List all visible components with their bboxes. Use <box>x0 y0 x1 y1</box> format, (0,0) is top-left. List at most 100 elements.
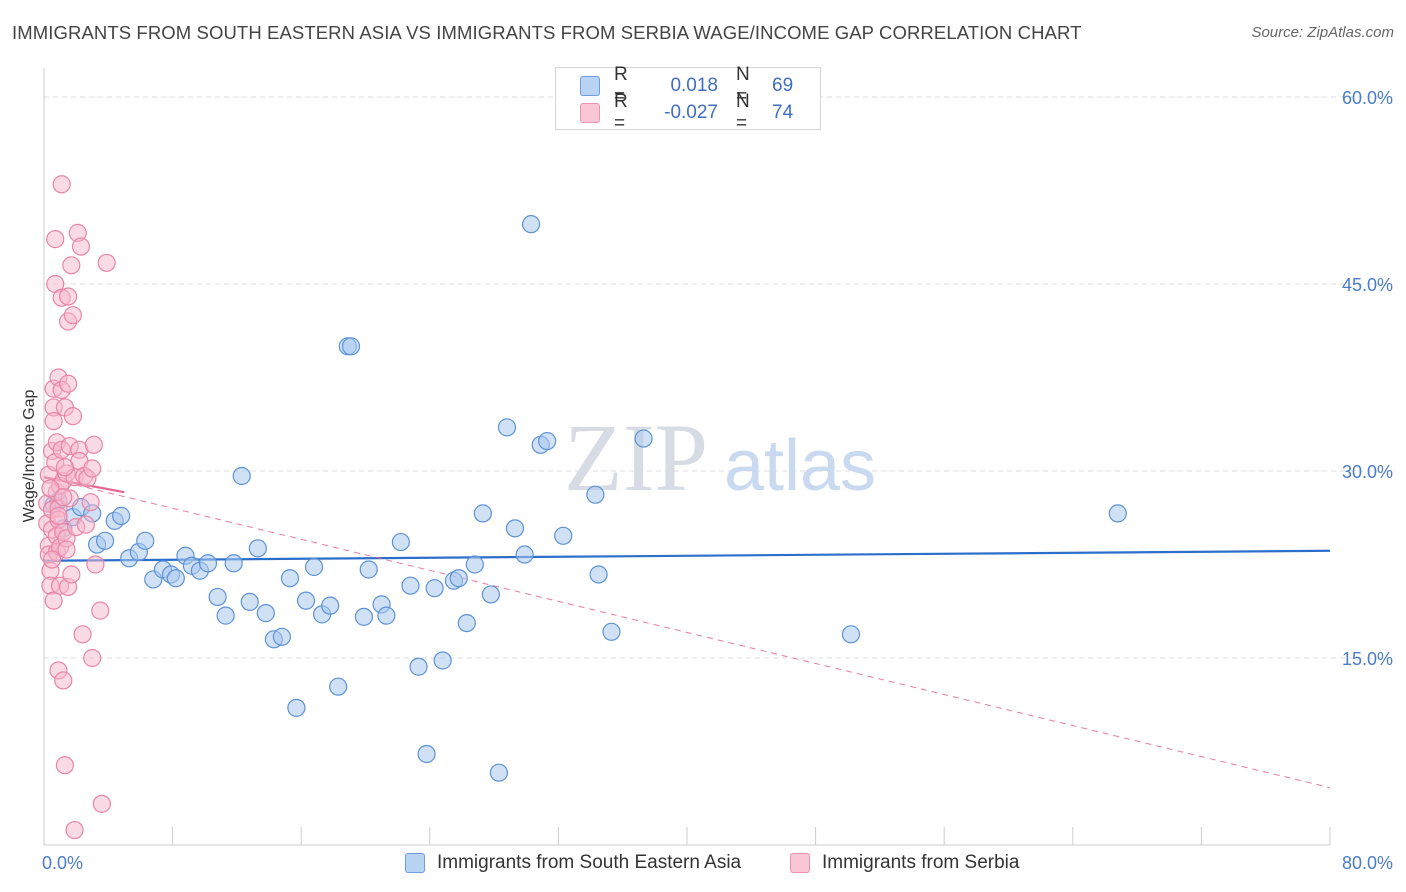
data-point-south-eastern-asia <box>256 604 275 623</box>
chart-title: IMMIGRANTS FROM SOUTH EASTERN ASIA VS IM… <box>12 22 1082 43</box>
legend-n-label: N = <box>736 91 750 134</box>
legend-n-value: 69 <box>772 75 794 96</box>
series-legend: Immigrants from South Eastern Asia Immig… <box>0 852 1406 878</box>
y-axis-label: Wage/Income Gap <box>21 390 38 523</box>
watermark-atlas: atlas <box>724 426 876 506</box>
correlation-legend: R = 0.018 N = 69 R = -0.027 N = 74 <box>555 64 821 134</box>
data-point-south-eastern-asia <box>481 585 500 604</box>
data-point-south-eastern-asia <box>224 554 243 573</box>
data-point-serbia <box>57 540 76 559</box>
data-point-serbia <box>54 671 73 690</box>
legend-n-label: N = <box>736 64 750 107</box>
data-point-south-eastern-asia <box>296 591 316 610</box>
data-point-serbia <box>54 488 73 507</box>
data-point-south-eastern-asia <box>95 531 115 550</box>
series-legend-swatch-blue <box>405 853 425 873</box>
data-point-serbia <box>92 794 111 813</box>
data-point-serbia <box>86 555 105 574</box>
series-legend-label: Immigrants from South Eastern Asia <box>437 852 742 873</box>
data-point-serbia <box>65 820 84 840</box>
y-tick-label: 30.0% <box>1342 462 1393 482</box>
data-point-south-eastern-asia <box>489 763 509 782</box>
data-point-serbia <box>73 625 92 644</box>
legend-swatch-pink <box>580 103 600 123</box>
y-tick-label: 45.0% <box>1342 275 1393 295</box>
grid-lines <box>44 96 1395 659</box>
data-point-serbia <box>59 287 78 306</box>
data-point-south-eastern-asia <box>409 657 428 676</box>
data-point-serbia <box>84 435 103 454</box>
data-point-serbia <box>83 459 102 478</box>
data-point-serbia <box>44 591 63 610</box>
series-legend-swatch-pink <box>790 853 810 873</box>
data-point-serbia <box>83 648 102 668</box>
data-point-south-eastern-asia <box>554 526 573 545</box>
data-point-serbia <box>42 550 62 569</box>
data-point-south-eastern-asia <box>248 539 267 558</box>
data-point-south-eastern-asia <box>341 337 361 356</box>
legend-r-value: 0.018 <box>670 75 718 96</box>
data-point-serbia <box>81 493 100 512</box>
data-point-south-eastern-asia <box>272 627 292 646</box>
legend-swatch-blue <box>580 76 600 96</box>
data-point-south-eastern-asia <box>497 418 517 437</box>
x-tick-label: 0.0% <box>42 853 83 873</box>
trend-line-south-eastern-asia <box>43 549 1331 562</box>
data-point-south-eastern-asia <box>208 587 227 607</box>
tick-labels: 15.0% 30.0% 45.0% 60.0% 0.0% 80.0% <box>42 88 1393 873</box>
data-point-south-eastern-asia <box>136 531 155 550</box>
data-point-south-eastern-asia <box>589 565 608 584</box>
data-point-serbia <box>41 479 60 498</box>
series-serbia <box>38 175 116 840</box>
data-point-serbia <box>49 506 68 525</box>
series-legend-label: Immigrants from Serbia <box>822 852 1020 873</box>
data-point-south-eastern-asia <box>287 698 306 717</box>
series-legend-item-serbia: Immigrants from Serbia <box>790 852 1019 874</box>
legend-r-label: R = <box>614 91 628 134</box>
data-point-south-eastern-asia <box>240 592 259 612</box>
data-point-south-eastern-asia <box>377 606 396 625</box>
data-point-serbia <box>63 407 83 426</box>
data-point-south-eastern-asia <box>321 596 340 615</box>
data-point-south-eastern-asia <box>359 560 378 579</box>
data-point-south-eastern-asia <box>586 485 605 504</box>
data-point-serbia <box>62 256 81 275</box>
data-point-south-eastern-asia <box>417 744 436 764</box>
data-point-south-eastern-asia <box>465 555 484 574</box>
data-point-south-eastern-asia <box>1108 504 1127 523</box>
data-point-south-eastern-asia <box>538 431 557 451</box>
data-point-south-eastern-asia <box>521 215 541 234</box>
data-point-south-eastern-asia <box>401 576 420 595</box>
data-point-south-eastern-asia <box>457 613 476 633</box>
data-point-south-eastern-asia <box>391 532 410 552</box>
data-point-south-eastern-asia <box>433 651 452 670</box>
data-point-serbia <box>55 458 74 477</box>
y-tick-label: 60.0% <box>1342 88 1393 108</box>
data-point-serbia <box>91 601 110 620</box>
watermark-zip: ZIP <box>564 404 708 511</box>
series-legend-item-south-eastern-asia: Immigrants from South Eastern Asia <box>405 852 741 874</box>
data-point-serbia <box>55 756 74 775</box>
legend-r-label: R = <box>614 64 628 107</box>
data-point-south-eastern-asia <box>505 519 525 538</box>
y-tick-label: 15.0% <box>1342 649 1393 669</box>
data-point-south-eastern-asia <box>232 466 251 486</box>
data-point-south-eastern-asia <box>449 569 468 588</box>
legend-n-value: 74 <box>772 102 794 123</box>
data-point-south-eastern-asia <box>841 625 861 644</box>
data-point-south-eastern-asia <box>473 504 492 523</box>
source-label: Source: ZipAtlas.com <box>1251 24 1394 41</box>
watermark: ZIP atlas <box>564 404 876 511</box>
data-point-south-eastern-asia <box>166 569 185 588</box>
data-point-serbia <box>63 306 83 325</box>
data-point-serbia <box>97 253 116 272</box>
data-point-south-eastern-asia <box>425 579 444 598</box>
x-tick-label: 80.0% <box>1342 853 1393 873</box>
data-point-south-eastern-asia <box>112 506 131 525</box>
data-point-south-eastern-asia <box>198 554 218 573</box>
data-point-south-eastern-asia <box>304 557 324 577</box>
data-point-serbia <box>59 374 78 393</box>
trend-line-serbia-extended <box>43 476 1331 789</box>
data-point-south-eastern-asia <box>216 606 235 625</box>
